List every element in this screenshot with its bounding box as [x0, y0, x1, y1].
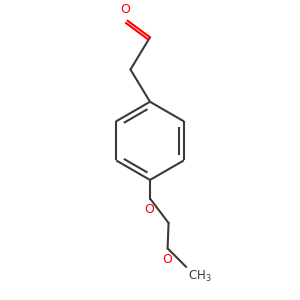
Text: CH$_3$: CH$_3$ — [188, 269, 212, 284]
Text: O: O — [144, 203, 154, 216]
Text: O: O — [121, 3, 130, 16]
Text: O: O — [163, 253, 172, 266]
